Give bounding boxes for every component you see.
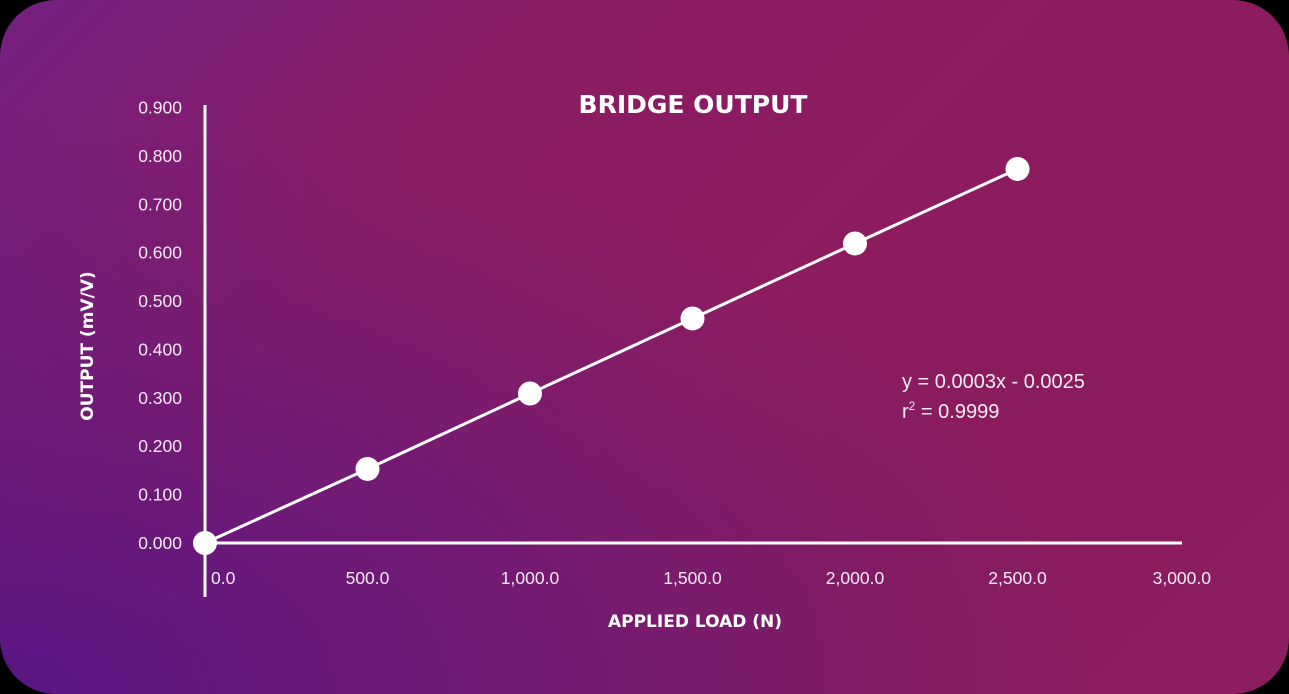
data-point-marker xyxy=(843,231,867,256)
y-tick-label: 0.000 xyxy=(138,533,182,553)
y-tick-label: 0.700 xyxy=(138,194,182,214)
y-axis-ticks: 0.000 0.100 0.200 0.300 0.400 0.500 0.600 0.700… xyxy=(138,98,182,554)
x-tick-label: 2,500.0 xyxy=(988,568,1047,588)
x-tick-label: 3,000.0 xyxy=(1153,568,1212,588)
y-tick-label: 0.300 xyxy=(138,388,182,408)
data-point-marker xyxy=(518,381,542,406)
y-tick-label: 0.900 xyxy=(138,98,182,118)
chart-title: BRIDGE OUTPUT xyxy=(579,90,808,119)
data-point-marker xyxy=(680,306,705,331)
series-line xyxy=(204,167,1019,545)
x-axis-label: APPLIED LOAD (N) xyxy=(608,612,782,632)
data-point-marker xyxy=(193,531,217,555)
x-tick-label: 1,000.0 xyxy=(501,568,560,588)
y-tick-label: 0.200 xyxy=(138,436,182,456)
r-squared-label: r2 = 0.9999 xyxy=(902,399,999,423)
y-tick-label: 0.800 xyxy=(138,146,182,166)
data-point-marker xyxy=(355,456,380,481)
trendline-equation: y = 0.0003x - 0.0025 xyxy=(902,371,1085,393)
x-tick-label: 500.0 xyxy=(346,568,390,588)
x-tick-label: 0.0 xyxy=(211,568,236,588)
y-tick-label: 0.500 xyxy=(138,291,182,311)
y-tick-label: 0.100 xyxy=(138,485,182,505)
y-tick-label: 0.400 xyxy=(138,339,182,359)
y-tick-label: 0.600 xyxy=(138,243,182,263)
data-markers xyxy=(193,156,1030,555)
x-tick-label: 1,500.0 xyxy=(663,568,722,588)
data-point-marker xyxy=(1005,156,1030,181)
x-axis-ticks: 0.0 500.0 1,000.0 1,500.0 2,000.0 2,500.0 3,00… xyxy=(211,568,1211,588)
x-tick-label: 2,000.0 xyxy=(826,568,885,588)
y-axis-label: OUTPUT (mV/V) xyxy=(78,271,98,420)
